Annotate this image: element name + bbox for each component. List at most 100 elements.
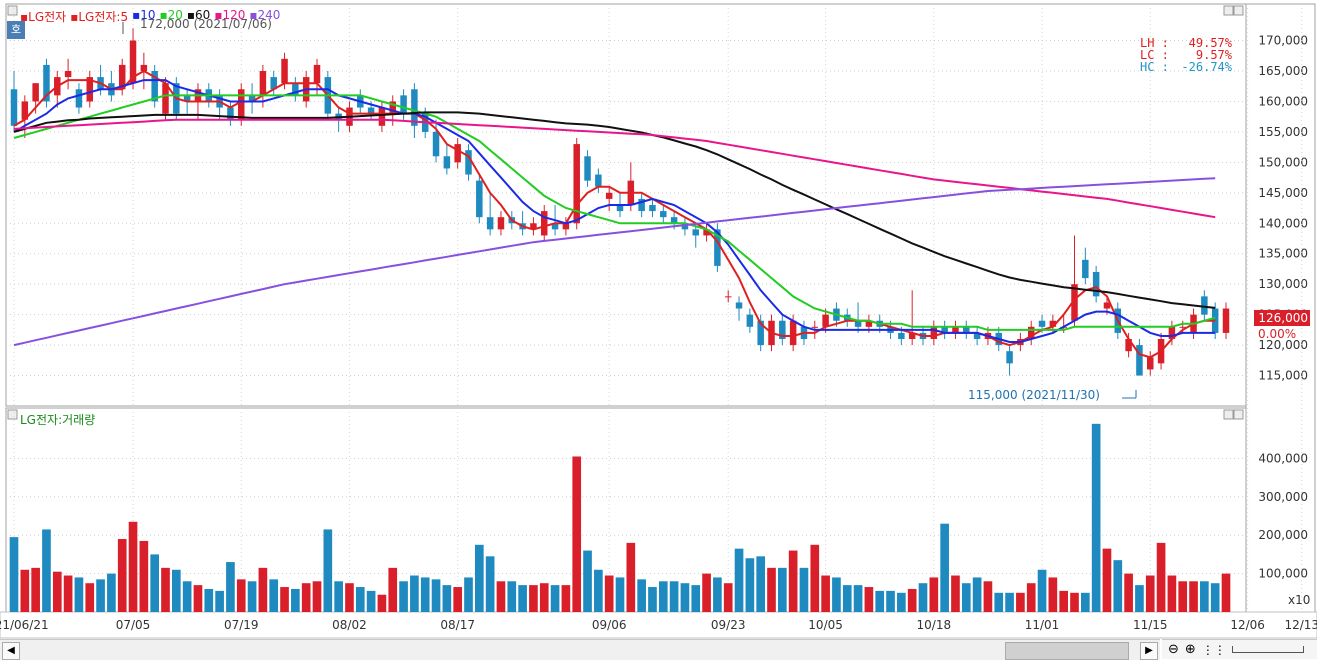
volume-bar bbox=[583, 550, 592, 612]
candle bbox=[270, 71, 277, 96]
candle bbox=[692, 223, 699, 248]
candle bbox=[86, 71, 93, 108]
price-tick-label: 115,000 bbox=[1258, 369, 1308, 383]
candle bbox=[497, 211, 505, 236]
scroll-right-icon[interactable]: ▶ bbox=[1140, 642, 1158, 660]
volume-bar bbox=[961, 583, 971, 612]
volume-bar bbox=[680, 583, 690, 612]
volume-bar bbox=[777, 567, 787, 612]
volume-bar bbox=[453, 587, 463, 612]
volume-bar bbox=[312, 581, 322, 612]
volume-bar bbox=[258, 567, 268, 612]
volume-bar bbox=[864, 587, 874, 612]
candle bbox=[1082, 247, 1089, 285]
volume-bar bbox=[345, 583, 354, 612]
volume-bar bbox=[539, 583, 549, 612]
legend-upper: ▪LG전자 ▪LG전자:5 ▪10 ▪20 ▪60 ▪120 ▪240 bbox=[20, 8, 280, 25]
candle bbox=[10, 71, 18, 132]
candle-body bbox=[270, 77, 277, 90]
volume-bar bbox=[691, 585, 701, 612]
candle bbox=[584, 150, 591, 187]
candle-body bbox=[1125, 339, 1132, 352]
candle bbox=[930, 320, 938, 346]
volume-bar bbox=[561, 585, 571, 612]
volume-bar bbox=[247, 581, 257, 612]
zoom-out-icon[interactable]: ⊖ bbox=[1168, 642, 1179, 657]
ma-line-10 bbox=[13, 79, 1216, 343]
stat-row: HC : -26.74% bbox=[1140, 61, 1232, 73]
volume-bar bbox=[1210, 583, 1220, 612]
ma-line-5 bbox=[13, 69, 1216, 359]
volume-bar bbox=[951, 575, 960, 612]
scroll-bar[interactable]: ◀ ▶ bbox=[0, 639, 1160, 660]
price-tick-label: 160,000 bbox=[1258, 94, 1308, 108]
candle-body bbox=[21, 101, 29, 120]
volume-bar bbox=[1102, 548, 1112, 612]
volume-bar bbox=[171, 569, 181, 612]
candle-body bbox=[865, 320, 873, 327]
candle-body bbox=[595, 174, 602, 187]
legend-entry: ▪LG전자 bbox=[20, 10, 67, 24]
chart-mode-badge[interactable]: 호 bbox=[7, 21, 25, 39]
volume-bar bbox=[301, 583, 311, 612]
candle bbox=[259, 64, 267, 108]
volume-bar bbox=[1221, 573, 1231, 612]
candle bbox=[432, 119, 440, 163]
ma-line-240 bbox=[13, 177, 1216, 347]
legend-lower: LG전자:거래량 bbox=[20, 411, 95, 428]
scroll-thumb[interactable] bbox=[1005, 642, 1129, 660]
candle-body bbox=[411, 89, 418, 126]
candle-body bbox=[562, 223, 570, 230]
volume-panel-close-icon bbox=[1233, 409, 1244, 420]
volume-tick-label: 100,000 bbox=[1258, 567, 1308, 581]
candle-body bbox=[140, 64, 148, 71]
volume-bar bbox=[377, 594, 387, 612]
volume-bar bbox=[702, 573, 711, 612]
zoom-in-icon[interactable]: ⊕ bbox=[1184, 642, 1196, 657]
zoom-toolbar: ⊖ ⊕ ⋮⋮ bbox=[1162, 639, 1317, 659]
candle-body bbox=[486, 217, 494, 230]
candle bbox=[724, 290, 732, 303]
candle bbox=[1006, 345, 1013, 376]
volume-bar bbox=[788, 550, 798, 612]
candle bbox=[151, 64, 158, 108]
stat-label: HC : bbox=[1140, 60, 1169, 74]
volume-bar bbox=[9, 537, 19, 612]
legend-entry: ▪60 bbox=[186, 8, 211, 22]
candle bbox=[227, 101, 234, 126]
candle-body bbox=[1168, 326, 1176, 339]
high-annotation: 172,000 (2021/07/06) bbox=[140, 17, 272, 31]
volume-bar bbox=[594, 569, 603, 612]
volume-bar bbox=[334, 581, 343, 612]
date-tick-label: 2021/06/21 bbox=[0, 618, 49, 632]
candle bbox=[292, 77, 299, 102]
stats-box: LH : 49.57% LC : 9.57% HC : -26.74% bbox=[1140, 37, 1232, 73]
volume-bar bbox=[615, 577, 625, 612]
stat-label: LC : bbox=[1140, 48, 1169, 62]
volume-bar bbox=[713, 577, 722, 612]
candle-body bbox=[703, 229, 710, 236]
candle bbox=[746, 308, 754, 333]
volume-bar bbox=[474, 544, 484, 612]
date-tick-label: 12/06 bbox=[1230, 618, 1265, 632]
volume-bar bbox=[85, 583, 95, 612]
legend-entry: ▪120 bbox=[214, 8, 246, 22]
stat-row: LH : 49.57% bbox=[1140, 37, 1232, 49]
volume-bar bbox=[323, 529, 333, 612]
volume-bar bbox=[842, 585, 852, 612]
candle bbox=[703, 223, 710, 242]
period-icon[interactable]: ⋮⋮ bbox=[1201, 642, 1226, 657]
volume-bar bbox=[1026, 583, 1036, 612]
scroll-left-icon[interactable]: ◀ bbox=[2, 642, 20, 660]
volume-panel-max-icon bbox=[1223, 409, 1234, 420]
ruler-icon[interactable] bbox=[1231, 646, 1304, 653]
candle bbox=[573, 138, 580, 230]
candle bbox=[486, 192, 494, 236]
volume-panel bbox=[5, 407, 1247, 613]
candle-body bbox=[75, 89, 83, 108]
volume-bar bbox=[529, 585, 538, 612]
candle bbox=[64, 58, 72, 90]
candle-body bbox=[714, 229, 721, 266]
candle bbox=[443, 144, 451, 175]
